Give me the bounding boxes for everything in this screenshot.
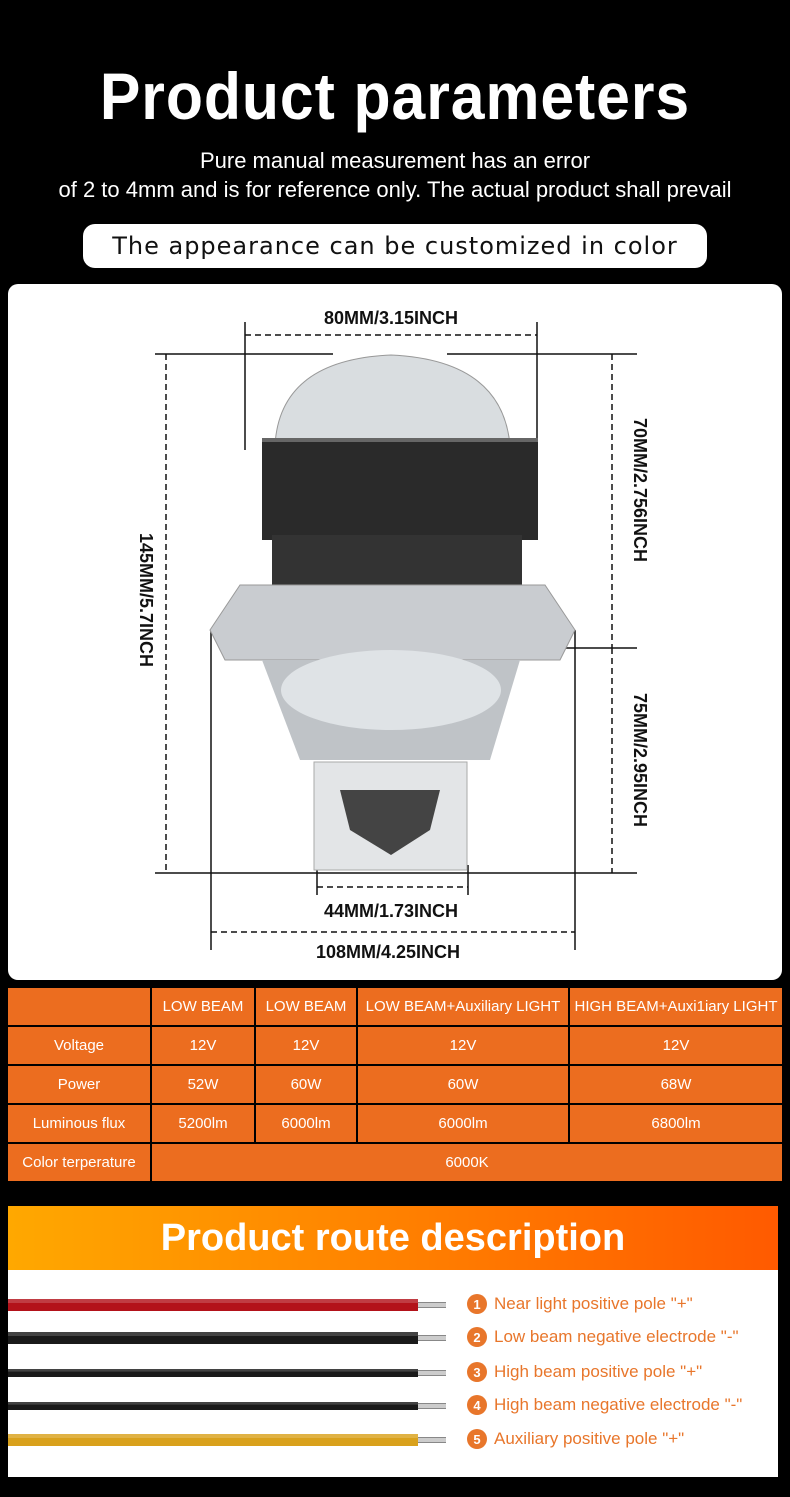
dim-lower-height: 75MM/2.95INCH	[630, 693, 650, 827]
cell: 68W	[570, 1066, 782, 1103]
row-label: Voltage	[8, 1027, 150, 1064]
wire-tip	[418, 1335, 446, 1341]
wire-description: Near light positive pole "+"	[494, 1294, 693, 1313]
wire-tip	[418, 1437, 446, 1443]
number-badge-icon: 5	[467, 1429, 487, 1449]
wire-3	[8, 1369, 418, 1377]
table-row: Color terperature 6000K	[8, 1144, 782, 1181]
headlight-product-image	[209, 354, 576, 871]
wire-tip	[418, 1302, 446, 1308]
wire-2	[8, 1332, 418, 1344]
cell: 5200lm	[152, 1105, 254, 1142]
customize-color-pill: The appearance can be customized in colo…	[83, 224, 707, 268]
cell: 6800lm	[570, 1105, 782, 1142]
number-badge-icon: 4	[467, 1395, 487, 1415]
wire-tip	[418, 1403, 446, 1409]
page-title: Product parameters	[99, 59, 691, 133]
dimension-drawing: 80MM/3.15INCH 145MM/5.7INCH 70MM/2.756IN…	[136, 308, 650, 962]
header-cell: LOW BEAM	[152, 988, 254, 1025]
wire-description: High beam negative electrode "-"	[494, 1395, 743, 1414]
cell: 12V	[570, 1027, 782, 1064]
dim-upper-height: 70MM/2.756INCH	[630, 418, 650, 562]
wire-tip	[418, 1370, 446, 1376]
cell: 52W	[152, 1066, 254, 1103]
cell: 12V	[256, 1027, 356, 1064]
header-cell: LOW BEAM	[256, 988, 356, 1025]
dim-top-width: 80MM/3.15INCH	[324, 308, 458, 328]
table-row: Luminous flux 5200lm 6000lm 6000lm 6800lm	[8, 1105, 782, 1142]
table-row: Voltage 12V 12V 12V 12V	[8, 1027, 782, 1064]
dim-base-width: 44MM/1.73INCH	[324, 901, 458, 921]
wire-label: 5 Auxiliary positive pole "+"	[467, 1429, 684, 1449]
wire-label: 4 High beam negative electrode "-"	[467, 1395, 742, 1415]
wire-label: 1 Near light positive pole "+"	[467, 1294, 693, 1314]
dim-total-height: 145MM/5.7INCH	[136, 533, 156, 667]
row-label: Luminous flux	[8, 1105, 150, 1142]
number-badge-icon: 3	[467, 1362, 487, 1382]
cell: 6000K	[152, 1144, 782, 1181]
wire-description: Auxiliary positive pole "+"	[494, 1429, 685, 1448]
wire-label: 3 High beam positive pole "+"	[467, 1362, 702, 1382]
wire-4	[8, 1402, 418, 1410]
wire-label: 2 Low beam negative electrode "-"	[467, 1327, 739, 1347]
wire-description: Low beam negative electrode "-"	[494, 1327, 739, 1346]
wire-description: High beam positive pole "+"	[494, 1362, 703, 1381]
wire-5	[8, 1434, 418, 1446]
header-cell: LOW BEAM+Auxiliary LIGHT	[358, 988, 568, 1025]
row-label: Color terperature	[8, 1144, 150, 1181]
header-cell	[8, 988, 150, 1025]
cell: 60W	[256, 1066, 356, 1103]
route-title-banner: Product route description	[8, 1206, 778, 1270]
table-row: Power 52W 60W 60W 68W	[8, 1066, 782, 1103]
cell: 60W	[358, 1066, 568, 1103]
cell: 6000lm	[256, 1105, 356, 1142]
subtitle-line-2: of 2 to 4mm and is for reference only. T…	[58, 177, 732, 202]
cell: 12V	[358, 1027, 568, 1064]
header-cell: HIGH BEAM+Auxi1iary LIGHT	[570, 988, 782, 1025]
row-label: Power	[8, 1066, 150, 1103]
subtitle-line-1: Pure manual measurement has an error	[199, 148, 591, 173]
cell: 12V	[152, 1027, 254, 1064]
number-badge-icon: 1	[467, 1294, 487, 1314]
dim-flange-width: 108MM/4.25INCH	[316, 942, 460, 962]
wire-1	[8, 1299, 418, 1311]
spec-table: LOW BEAM LOW BEAM LOW BEAM+Auxiliary LIG…	[6, 986, 784, 1183]
table-header-row: LOW BEAM LOW BEAM LOW BEAM+Auxiliary LIG…	[8, 988, 782, 1025]
number-badge-icon: 2	[467, 1327, 487, 1347]
cell: 6000lm	[358, 1105, 568, 1142]
